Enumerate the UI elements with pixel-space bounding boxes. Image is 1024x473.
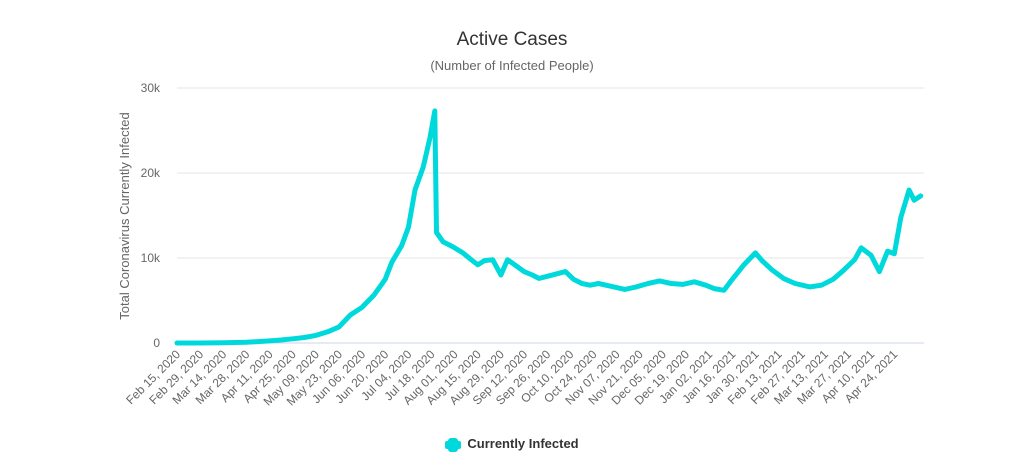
data-point[interactable] [280, 339, 282, 341]
series-line-currently-infected[interactable] [174, 108, 924, 346]
y-tick-label: 20k [141, 166, 161, 180]
chart-title: Active Cases [456, 29, 568, 50]
data-point[interactable] [500, 274, 502, 276]
data-point[interactable] [269, 340, 271, 342]
chart-subtitle: (Number of Infected People) [430, 58, 594, 73]
data-point[interactable] [887, 250, 889, 252]
data-point[interactable] [422, 166, 424, 168]
data-point[interactable] [373, 294, 375, 296]
data-point[interactable] [361, 306, 363, 308]
data-point[interactable] [462, 252, 464, 254]
data-point[interactable] [647, 283, 649, 284]
data-point[interactable] [429, 137, 431, 139]
data-point[interactable] [176, 342, 178, 344]
data-point[interactable] [908, 189, 910, 191]
data-point[interactable] [743, 264, 745, 266]
data-point[interactable] [659, 280, 661, 282]
data-point[interactable] [761, 260, 763, 262]
data-point[interactable] [693, 281, 695, 283]
data-point[interactable] [713, 288, 715, 290]
legend-swatch-icon [445, 437, 462, 452]
data-point[interactable] [442, 241, 444, 243]
data-point[interactable] [434, 110, 436, 112]
data-point[interactable] [589, 284, 591, 286]
data-point[interactable] [414, 189, 416, 191]
data-point[interactable] [350, 314, 352, 316]
data-point[interactable] [538, 277, 540, 279]
data-point[interactable] [391, 261, 393, 263]
data-point[interactable] [624, 288, 626, 290]
data-point[interactable] [878, 271, 880, 273]
data-point[interactable] [783, 277, 785, 279]
data-point[interactable] [821, 284, 823, 286]
data-point[interactable] [384, 278, 386, 280]
y-tick-label: 10k [141, 251, 161, 265]
data-point[interactable] [749, 257, 751, 259]
data-point[interactable] [531, 274, 533, 276]
data-point[interactable] [326, 331, 328, 333]
data-point[interactable] [452, 246, 454, 248]
y-tick-label: 30k [141, 81, 161, 95]
data-point[interactable] [435, 232, 437, 233]
data-point[interactable] [199, 342, 201, 344]
data-point[interactable] [407, 226, 409, 228]
data-point[interactable] [860, 247, 862, 249]
data-point[interactable] [731, 278, 733, 280]
data-point[interactable] [523, 271, 525, 273]
data-point[interactable] [581, 283, 583, 284]
data-point[interactable] [809, 286, 811, 288]
data-point[interactable] [470, 259, 472, 261]
y-axis-label: Total Coronavirus Currently Infected [117, 112, 132, 319]
data-point[interactable] [900, 216, 902, 218]
data-point[interactable] [492, 259, 494, 261]
data-point[interactable] [635, 286, 637, 288]
data-point[interactable] [477, 264, 479, 266]
data-point[interactable] [315, 334, 317, 336]
data-point[interactable] [597, 283, 599, 284]
data-point[interactable] [723, 289, 725, 291]
data-point[interactable] [913, 199, 915, 201]
data-point[interactable] [893, 253, 895, 255]
data-point[interactable] [292, 338, 294, 340]
data-point[interactable] [854, 259, 856, 261]
data-point[interactable] [832, 278, 834, 280]
data-point[interactable] [870, 254, 872, 256]
data-point[interactable] [245, 341, 247, 343]
data-point[interactable] [754, 252, 756, 254]
data-point[interactable] [548, 275, 550, 277]
data-point[interactable] [303, 336, 305, 338]
data-point[interactable] [705, 284, 707, 286]
data-point[interactable] [515, 265, 517, 267]
data-point[interactable] [483, 260, 485, 262]
data-point[interactable] [401, 244, 403, 246]
data-point[interactable] [794, 283, 796, 284]
data-point[interactable] [222, 342, 224, 344]
data-point[interactable] [507, 259, 509, 261]
data-point[interactable] [670, 283, 672, 284]
y-tick-label: 0 [153, 336, 160, 350]
data-point[interactable] [558, 272, 560, 274]
legend-item-currently-infected[interactable]: Currently Infected [0, 436, 1024, 452]
data-point[interactable] [338, 326, 340, 328]
data-point[interactable] [920, 195, 922, 197]
data-point[interactable] [573, 278, 575, 280]
data-point[interactable] [564, 271, 566, 273]
data-point[interactable] [609, 285, 611, 287]
data-point[interactable] [682, 283, 684, 285]
data-point[interactable] [842, 270, 844, 272]
legend-label: Currently Infected [467, 436, 579, 451]
data-point[interactable] [771, 269, 773, 271]
